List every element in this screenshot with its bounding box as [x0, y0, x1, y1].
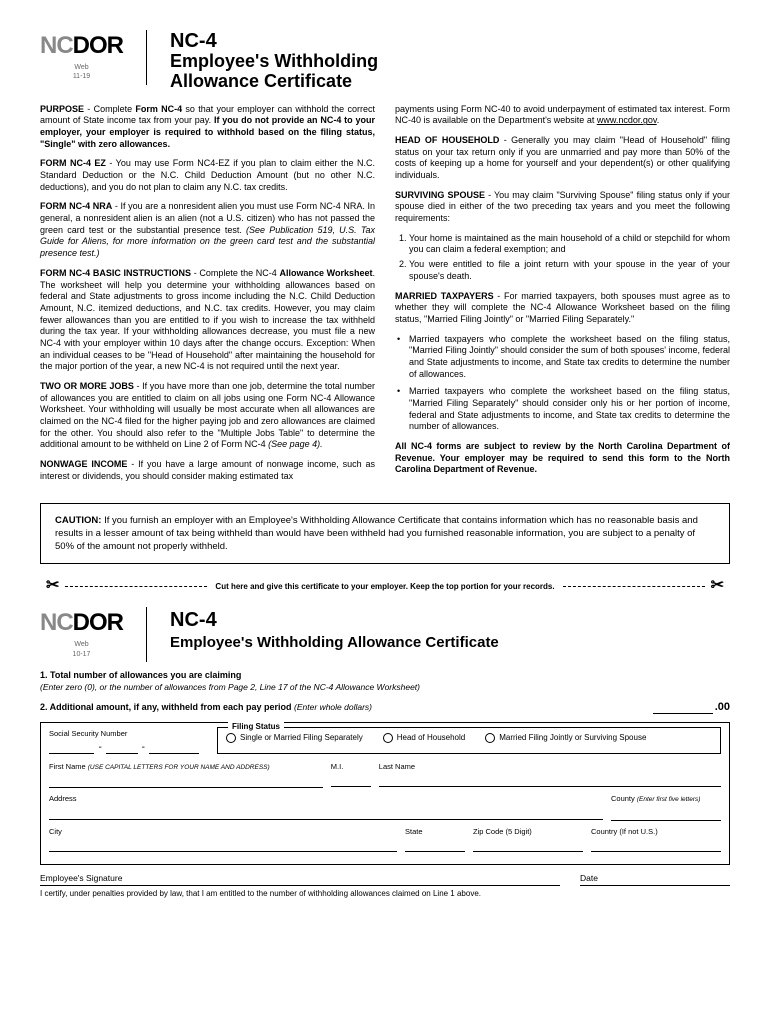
form-header-2: NCDOR Web 10-17 NC-4 Employee's Withhold… — [40, 607, 730, 662]
question-1: 1. Total number of allowances you are cl… — [40, 670, 730, 693]
col2-top: payments using Form NC-40 to avoid under… — [395, 104, 730, 127]
county-group: County (Enter first five letters) — [611, 794, 721, 820]
basic-para: FORM NC-4 BASIC INSTRUCTIONS - Complete … — [40, 268, 375, 373]
fname-group: First Name (USE CAPITAL LETTERS FOR YOUR… — [49, 762, 323, 788]
title-block: NC-4 Employee's Withholding Allowance Ce… — [170, 30, 378, 92]
signature-row: Employee's Signature Date — [40, 873, 730, 886]
scissors-right-icon: ✂ — [711, 576, 724, 597]
city-input[interactable] — [49, 838, 397, 852]
caution-box: CAUTION: If you furnish an employer with… — [40, 503, 730, 565]
form-number-2: NC-4 — [170, 607, 499, 633]
married-para: MARRIED TAXPAYERS - For married taxpayer… — [395, 291, 730, 326]
ssn-group: Social Security Number -- — [49, 729, 199, 754]
form-title-2: Allowance Certificate — [170, 72, 378, 92]
logo-date: 11-19 — [73, 72, 90, 81]
form-fields-box: Social Security Number -- Filing Status … — [40, 722, 730, 865]
ez-para: FORM NC-4 EZ - You may use Form NC4-EZ i… — [40, 158, 375, 193]
dash-right — [563, 586, 705, 587]
signature-field[interactable]: Employee's Signature — [40, 873, 560, 886]
fname-input[interactable] — [49, 774, 323, 788]
cut-text: Cut here and give this certificate to yo… — [207, 582, 562, 592]
married-list: Married taxpayers who complete the works… — [395, 334, 730, 434]
date-field[interactable]: Date — [580, 873, 730, 886]
state-input[interactable] — [405, 838, 465, 852]
nra-para: FORM NC-4 NRA - If you are a nonresident… — [40, 201, 375, 259]
scissors-left-icon: ✂ — [46, 576, 59, 597]
ncdor-logo: NCDOR Web 11-19 — [40, 30, 123, 81]
ncdor-logo-2: NCDOR Web 10-17 — [40, 607, 123, 658]
ssn-label: Social Security Number — [49, 729, 199, 739]
city-group: City — [49, 827, 397, 853]
county-input[interactable] — [611, 807, 721, 821]
mi-group: M.I. — [331, 762, 371, 788]
surviving-item-2: You were entitled to file a joint return… — [409, 259, 730, 282]
filing-legend: Filing Status — [228, 722, 284, 732]
form-title-combined: Employee's Withholding Allowance Certifi… — [170, 633, 499, 653]
cut-line: ✂ Cut here and give this certificate to … — [40, 576, 730, 597]
question-2: 2. Additional amount, if any, withheld f… — [40, 700, 730, 714]
mi-input[interactable] — [331, 773, 371, 787]
instruction-columns: PURPOSE - Complete Form NC-4 so that you… — [40, 104, 730, 491]
country-input[interactable] — [591, 838, 721, 852]
nonwage-para: NONWAGE INCOME - If you have a large amo… — [40, 459, 375, 482]
ssn-input[interactable]: -- — [49, 741, 199, 754]
zip-input[interactable] — [473, 838, 583, 852]
form-number: NC-4 — [170, 30, 378, 52]
review-para: All NC-4 forms are subject to review by … — [395, 441, 730, 476]
surviving-para: SURVIVING SPOUSE - You may claim "Surviv… — [395, 190, 730, 225]
purpose-para: PURPOSE - Complete Form NC-4 so that you… — [40, 104, 375, 151]
two-jobs-para: TWO OR MORE JOBS - If you have more than… — [40, 381, 375, 451]
logo-nc: NC — [40, 32, 73, 59]
married-item-1: Married taxpayers who complete the works… — [395, 334, 730, 381]
surviving-list: Your home is maintained as the main hous… — [409, 233, 730, 283]
right-column: payments using Form NC-40 to avoid under… — [395, 104, 730, 491]
q2-input[interactable] — [653, 712, 713, 714]
radio-married[interactable]: Married Filing Jointly or Surviving Spou… — [485, 733, 646, 743]
header-divider-2 — [146, 607, 147, 662]
zip-group: Zip Code (5 Digit) — [473, 827, 583, 853]
certify-text: I certify, under penalties provided by l… — [40, 889, 730, 899]
country-group: Country (If not U.S.) — [591, 827, 721, 853]
lname-group: Last Name — [379, 762, 721, 788]
surviving-item-1: Your home is maintained as the main hous… — [409, 233, 730, 256]
header-divider — [146, 30, 147, 85]
dash-left — [65, 586, 207, 587]
hoh-para: HEAD OF HOUSEHOLD - Generally you may cl… — [395, 135, 730, 182]
q2-suffix: .00 — [715, 700, 730, 714]
title-block-2: NC-4 Employee's Withholding Allowance Ce… — [170, 607, 499, 653]
address-group: Address — [49, 794, 603, 820]
logo-web: Web — [74, 63, 88, 72]
form-header: NCDOR Web 11-19 NC-4 Employee's Withhold… — [40, 30, 730, 92]
lname-input[interactable] — [379, 773, 721, 787]
married-item-2: Married taxpayers who complete the works… — [395, 386, 730, 433]
address-input[interactable] — [49, 806, 603, 820]
logo-dor: DOR — [73, 32, 123, 59]
radio-single[interactable]: Single or Married Filing Separately — [226, 733, 363, 743]
form-title-1: Employee's Withholding — [170, 52, 378, 72]
filing-status-box: Filing Status Single or Married Filing S… — [217, 727, 721, 754]
radio-hoh[interactable]: Head of Household — [383, 733, 466, 743]
state-group: State — [405, 827, 465, 853]
left-column: PURPOSE - Complete Form NC-4 so that you… — [40, 104, 375, 491]
